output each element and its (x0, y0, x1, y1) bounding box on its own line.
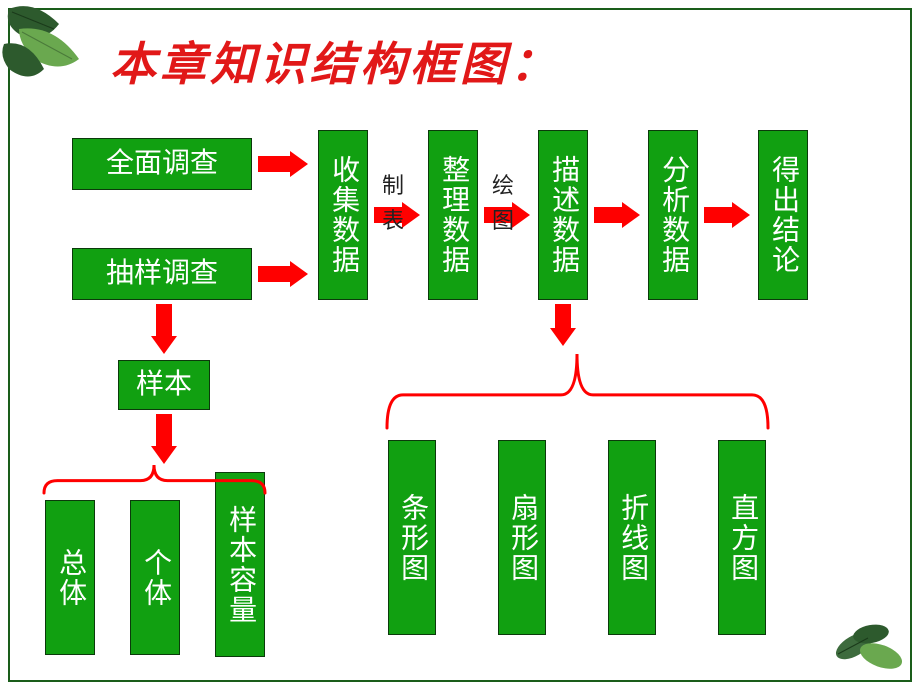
box-population: 总体 (45, 500, 95, 655)
box-describe: 描述数据 (538, 130, 588, 300)
box-bar-chart: 条形图 (388, 440, 436, 635)
leaf-decor-bottom-right (826, 606, 916, 686)
annot-line: 表 (382, 208, 404, 233)
arrow-h-0 (258, 156, 290, 172)
arrow-h-head-1 (290, 261, 308, 287)
box-sample-size: 样本容量 (215, 472, 265, 657)
box-survey-full: 全面调查 (72, 138, 252, 190)
arrow-h-head-2 (402, 202, 420, 228)
arrow-v-head-2 (550, 328, 576, 346)
annot-draw-chart: 绘 图 (492, 168, 514, 238)
box-line-chart: 折线图 (608, 440, 656, 635)
box-pie-chart: 扇形图 (498, 440, 546, 635)
arrow-h-head-4 (622, 202, 640, 228)
arrow-h-head-0 (290, 151, 308, 177)
box-collect: 收集数据 (318, 130, 368, 300)
page-title: 本章知识结构框图： (110, 28, 560, 94)
arrow-v-head-0 (151, 336, 177, 354)
arrow-v-2 (555, 304, 571, 328)
box-histogram: 直方图 (718, 440, 766, 635)
title-text: 本章知识结构框图： (110, 39, 560, 90)
box-individual: 个体 (130, 500, 180, 655)
annot-line: 制 (382, 173, 404, 198)
annot-make-table: 制 表 (382, 168, 404, 238)
annot-line: 图 (492, 208, 514, 233)
box-survey-sample: 抽样调查 (72, 248, 252, 300)
arrow-h-5 (704, 207, 732, 223)
box-sample: 样本 (118, 360, 210, 410)
arrow-v-head-1 (151, 446, 177, 464)
leaf-decor-top-left (0, 0, 114, 104)
annot-line: 绘 (492, 173, 514, 198)
box-conclude: 得出结论 (758, 130, 808, 300)
arrow-v-1 (156, 414, 172, 446)
arrow-h-head-3 (512, 202, 530, 228)
arrow-h-1 (258, 266, 290, 282)
brace-chart-types (385, 352, 770, 430)
arrow-h-head-5 (732, 202, 750, 228)
brace-sample-children (42, 463, 267, 495)
arrow-h-4 (594, 207, 622, 223)
box-organize: 整理数据 (428, 130, 478, 300)
arrow-v-0 (156, 304, 172, 336)
box-analyze: 分析数据 (648, 130, 698, 300)
